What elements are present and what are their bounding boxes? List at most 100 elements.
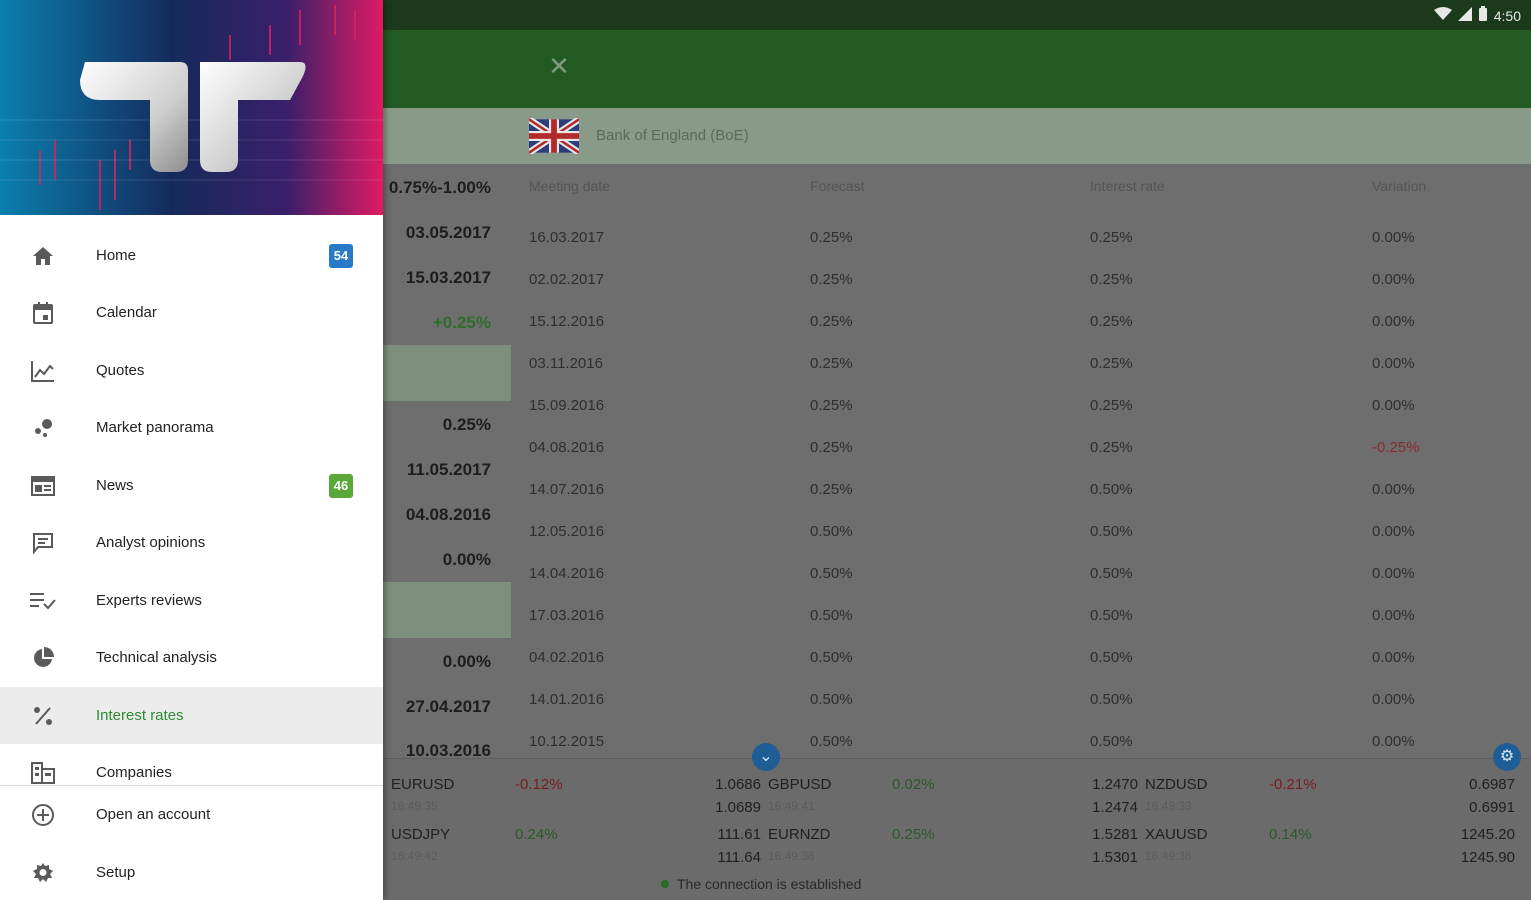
column-header-meeting-date: Meeting date <box>529 178 610 194</box>
count-badge: 54 <box>329 243 353 268</box>
gear-icon <box>30 860 56 886</box>
drawer-item-label: Quotes <box>96 362 145 379</box>
forecast: 0.25% <box>810 355 853 372</box>
forecast: 0.50% <box>810 733 853 750</box>
home-icon <box>30 243 56 269</box>
quote-ask: 1245.90 <box>1460 849 1515 866</box>
drawer-item-open-an-account[interactable]: Open an account <box>0 786 383 843</box>
building-icon <box>30 760 56 786</box>
percent-icon <box>30 703 56 729</box>
drawer-item-companies[interactable]: Companies <box>0 744 383 801</box>
interest-rate: 0.50% <box>1090 607 1133 624</box>
battery-icon <box>1478 6 1488 25</box>
pie-chart-icon <box>30 645 56 671</box>
market-panorama-icon <box>30 415 56 441</box>
quote-ask: 111.64 <box>717 849 761 866</box>
interest-rate: 0.25% <box>1090 229 1133 246</box>
quote-symbol: NZDUSD <box>1145 776 1208 793</box>
drawer-item-label: Interest rates <box>96 707 184 724</box>
variation: 0.00% <box>1372 481 1415 498</box>
variation: 0.00% <box>1372 691 1415 708</box>
forecast: 0.25% <box>810 271 853 288</box>
variation: 0.00% <box>1372 355 1415 372</box>
quote-symbol: XAUUSD <box>1145 826 1208 843</box>
drawer-item-news[interactable]: News 46 <box>0 457 383 514</box>
drawer-item-analyst-opinions[interactable]: Analyst opinions <box>0 514 383 571</box>
last-meeting-date: 15.03.2017 <box>405 268 491 287</box>
drawer-item-quotes[interactable]: Quotes <box>0 342 383 399</box>
column-header-forecast: Forecast <box>810 178 865 194</box>
variation: 0.00% <box>1372 523 1415 540</box>
drawer-item-interest-rates[interactable]: Interest rates <box>0 687 383 744</box>
variation: 0.00% <box>1372 397 1415 414</box>
quote-ask: 0.6991 <box>1469 799 1515 816</box>
summary-value: 0.00% <box>442 652 491 671</box>
summary-separator <box>383 582 511 638</box>
quote-bid: 1.5281 <box>1092 826 1138 843</box>
interest-rate: 0.25% <box>1090 355 1133 372</box>
interest-rate: 0.25% <box>1090 313 1133 330</box>
quote-symbol: GBPUSD <box>768 776 832 793</box>
drawer-item-label: Companies <box>96 764 172 781</box>
drawer-item-setup[interactable]: Setup <box>0 844 383 900</box>
quote-bid: 1.2470 <box>1092 776 1138 793</box>
drawer-item-home[interactable]: Home 54 <box>0 227 383 284</box>
bank-name: Bank of England (BoE) <box>596 127 749 144</box>
meeting-date: 15.12.2016 <box>529 313 605 330</box>
meeting-date: 10.12.2015 <box>529 733 605 750</box>
list-check-icon <box>30 588 56 614</box>
interest-rate: 0.50% <box>1090 565 1133 582</box>
drawer-item-label: Technical analysis <box>96 649 217 666</box>
quote-time: 16:49:38 <box>1145 849 1192 863</box>
meeting-date: 04.08.2016 <box>529 439 605 456</box>
drawer-item-experts-reviews[interactable]: Experts reviews <box>0 572 383 629</box>
summary-date: 10.03.2016 <box>405 741 491 760</box>
quote-time: 16:49:38 <box>768 849 815 863</box>
meeting-date: 02.02.2017 <box>529 271 605 288</box>
rate-range: 0.75%-1.00% <box>388 178 491 197</box>
quote-ask: 1.5301 <box>1092 849 1138 866</box>
meeting-date: 14.01.2016 <box>529 691 605 708</box>
connection-status: The connection is established <box>661 876 861 892</box>
uk-flag-icon <box>527 116 581 156</box>
drawer-item-calendar[interactable]: Calendar <box>0 284 383 341</box>
variation: 0.00% <box>1372 733 1415 750</box>
forecast: 0.50% <box>810 649 853 666</box>
collapse-chevron-icon[interactable]: ⌄ <box>752 743 780 771</box>
summary-date: 27.04.2017 <box>405 697 491 716</box>
quote-symbol: USDJPY <box>391 826 451 843</box>
column-header-interest-rate: Interest rate <box>1090 178 1165 194</box>
variation: 0.00% <box>1372 313 1415 330</box>
calendar-icon <box>30 300 56 326</box>
meeting-date: 12.05.2016 <box>529 523 605 540</box>
rate-summary-column: 0.75%-1.00% 03.05.2017 15.03.2017 +0.25%… <box>383 164 511 760</box>
drawer-item-label: Open an account <box>96 806 211 823</box>
rates-history-panel <box>383 164 1531 758</box>
drawer-item-market-panorama[interactable]: Market panorama <box>0 399 383 456</box>
connection-dot-icon <box>661 880 669 888</box>
navigation-drawer: Home 54 Calendar Quotes Market panorama News 4… <box>0 0 383 900</box>
drawer-divider <box>0 785 383 786</box>
quote-change: 0.02% <box>892 776 935 793</box>
gear-icon[interactable]: ⚙ <box>1493 743 1521 771</box>
drawer-item-label: Market panorama <box>96 419 214 436</box>
meeting-date: 04.02.2016 <box>529 649 605 666</box>
close-icon[interactable]: ✕ <box>548 51 570 81</box>
quotes-chart-icon <box>30 358 56 384</box>
meeting-date: 14.04.2016 <box>529 565 605 582</box>
drawer-item-technical-analysis[interactable]: Technical analysis <box>0 629 383 686</box>
quote-ask: 1.2474 <box>1092 799 1138 816</box>
quote-time: 16:49:41 <box>768 799 815 813</box>
drawer-item-label: Experts reviews <box>96 592 202 609</box>
interest-rate: 0.50% <box>1090 649 1133 666</box>
signal-icon <box>1457 7 1472 24</box>
connection-text: The connection is established <box>677 876 862 892</box>
drawer-header <box>0 0 383 215</box>
drawer-item-label: News <box>96 477 134 494</box>
forecast: 0.25% <box>810 313 853 330</box>
drawer-item-label: Home <box>96 247 137 264</box>
quote-change: 0.24% <box>515 826 558 843</box>
summary-separator <box>383 345 511 401</box>
forecast: 0.50% <box>810 691 853 708</box>
quote-bid: 1.0686 <box>715 776 761 793</box>
